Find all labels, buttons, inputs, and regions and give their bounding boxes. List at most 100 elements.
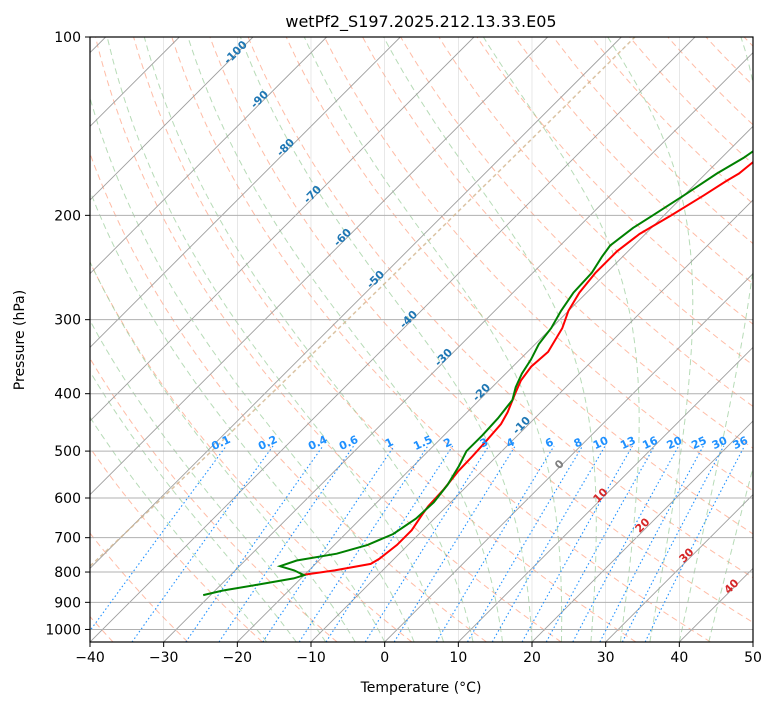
dry-adiabat-line	[438, 37, 753, 366]
isotherm-label: -100	[221, 38, 250, 67]
skewed-isotherm-line	[90, 37, 622, 569]
y-tick-label: 300	[54, 313, 81, 329]
dry-adiabat-line	[743, 37, 753, 47]
axes-layer: −40 −30 −20 −10 0 10 20 30 40 5010020030040050060…	[45, 30, 762, 666]
moist-adiabat-line	[678, 37, 753, 642]
skewed-isotherm-line	[752, 641, 753, 642]
moist-adiabat-line	[90, 260, 356, 642]
moist-adiabat-line	[187, 37, 503, 642]
mixing-ratio-line	[218, 445, 355, 642]
mixing-ratio-label: 10	[591, 434, 611, 452]
moist-adiabat-line	[106, 37, 445, 642]
x-tick-label: 20	[523, 650, 541, 666]
dry-adiabat-line	[90, 446, 263, 642]
isotherm-label: -40	[397, 308, 420, 331]
mixing-ratio-line	[185, 445, 324, 642]
moist-adiabat-line	[90, 189, 386, 642]
dry-adiabat-line	[476, 37, 753, 325]
dry-adiabat-line	[514, 37, 753, 285]
dry-adiabat-line	[171, 37, 711, 642]
x-axis-label: Temperature (°C)	[360, 680, 482, 696]
x-tick-label: 30	[597, 650, 615, 666]
mixing-ratio-label: 36	[731, 434, 751, 452]
skewed-isotherm-line	[163, 52, 753, 642]
dewpoint-profile-line	[202, 150, 753, 597]
mixing-ratio-line	[298, 445, 429, 642]
skewed-isotherm-line	[679, 567, 753, 642]
chart-title: wetPf2_S197.2025.212.13.33.E05	[285, 12, 556, 32]
y-tick-label: 500	[54, 444, 81, 460]
x-tick-label: −10	[296, 650, 326, 666]
moist-adiabat-label: 20	[633, 515, 653, 535]
mixing-ratio-line	[262, 445, 395, 642]
mixing-ratio-label: 0.2	[256, 433, 279, 453]
x-tick-label: 0	[380, 650, 389, 666]
dry-adiabat-line	[591, 37, 753, 205]
moist-adiabat-line	[708, 466, 753, 642]
mixing-ratio-label: 0.6	[337, 433, 360, 453]
mixing-ratio-line	[599, 445, 704, 642]
skewed-isotherm-line	[605, 494, 753, 642]
skewed-isotherm-line	[384, 273, 753, 642]
mixing-ratio-line	[621, 445, 725, 642]
skewed-isotherm-line	[90, 37, 475, 422]
y-tick-label: 1000	[45, 622, 81, 638]
isotherm-label: -30	[432, 346, 455, 369]
moist-adiabat-line	[607, 37, 694, 642]
dry-adiabat-line	[90, 261, 413, 642]
isotherm-label: -50	[364, 268, 387, 291]
mixing-ratio-label: 30	[710, 434, 730, 452]
mixing-ratio-line	[131, 445, 274, 642]
isotherm-label: -80	[274, 136, 297, 159]
moist-adiabat-line	[90, 370, 297, 642]
moist-adiabat-line	[143, 37, 474, 642]
mixing-ratio-line	[644, 445, 746, 642]
reference-curve	[90, 37, 636, 568]
moist-adiabat-line	[90, 416, 268, 642]
mixing-ratio-line	[90, 445, 227, 632]
moist-adiabat-line	[383, 37, 597, 642]
x-tick-label: 40	[670, 650, 688, 666]
dry-adiabat-line	[247, 37, 753, 579]
skewed-isotherm-line	[458, 346, 753, 642]
y-tick-label: 800	[54, 565, 81, 581]
x-tick-label: 50	[744, 650, 762, 666]
mixing-ratio-label: 1.5	[411, 433, 434, 453]
moist-adiabat-label: 10	[591, 485, 611, 505]
skewed-isotherm-line	[90, 37, 548, 496]
y-tick-label: 700	[54, 531, 81, 547]
x-tick-label: −30	[149, 650, 179, 666]
isotherm-label: -20	[470, 381, 493, 404]
isotherm-label: -60	[331, 226, 354, 249]
mixing-ratio-label: 16	[640, 434, 660, 452]
y-tick-label: 600	[54, 491, 81, 507]
mixing-ratio-label: 0.4	[306, 433, 329, 453]
skewed-isotherm-line	[531, 420, 753, 642]
x-tick-label: −40	[75, 650, 105, 666]
mixing-ratio-label: 20	[665, 434, 685, 452]
x-tick-label: 10	[449, 650, 467, 666]
mixing-ratio-line	[435, 445, 555, 642]
dry-adiabat-line	[323, 37, 753, 492]
mixing-ratio-line	[545, 445, 656, 642]
dry-adiabat-line	[95, 37, 562, 642]
sounding-profiles-layer	[202, 150, 753, 597]
isotherm-label: -10	[510, 414, 533, 437]
dry-adiabat-line	[90, 152, 487, 642]
mixing-ratio-line	[467, 445, 584, 642]
y-axis-label: Pressure (hPa)	[12, 290, 28, 390]
mixing-ratio-line	[364, 445, 490, 642]
y-tick-label: 900	[54, 595, 81, 611]
moist-adiabat-line	[303, 37, 563, 642]
skewed-isotherm-line	[237, 125, 753, 642]
contour-labels-layer: -100 -90 -80 -70 -60 -50 -40 -30 -20 -10 0.1 0.2 0.4…	[209, 38, 750, 597]
y-tick-label: 400	[54, 387, 81, 403]
dry-adiabat-line	[133, 37, 637, 642]
background-lines-layer	[90, 37, 753, 642]
x-tick-label: −20	[223, 650, 253, 666]
dry-adiabat-line	[209, 37, 753, 623]
mixing-ratio-label: 6	[543, 435, 556, 450]
dry-adiabat-line	[400, 37, 753, 408]
